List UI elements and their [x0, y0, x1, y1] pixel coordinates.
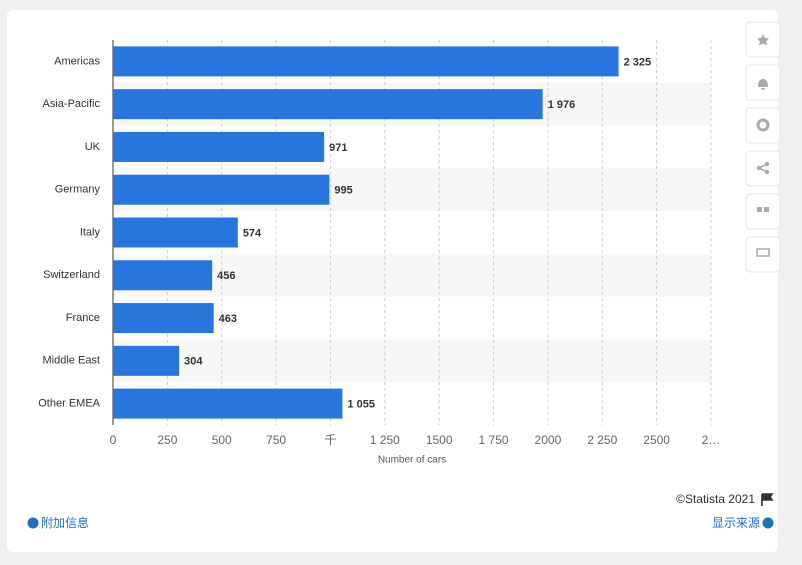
value-label: 971 — [329, 142, 347, 154]
x-tick-label: 250 — [157, 433, 177, 447]
bar — [113, 260, 213, 291]
y-tick-label: Americas — [54, 55, 100, 67]
row-stripe — [113, 339, 711, 383]
settings-button[interactable] — [745, 107, 781, 144]
x-tick-label: 0 — [110, 433, 117, 447]
bar — [113, 174, 330, 205]
y-tick-label: Other EMEA — [38, 398, 100, 410]
show-source[interactable]: 显示来源 — [712, 516, 760, 530]
value-label: 1 976 — [548, 99, 576, 111]
value-label: 574 — [243, 227, 262, 239]
value-label: 463 — [219, 313, 237, 325]
x-tick-label: 千 — [324, 433, 336, 447]
bar — [113, 303, 214, 334]
x-tick-label: 2… — [702, 433, 721, 447]
x-tick-label: 750 — [266, 433, 286, 447]
additional-info[interactable]: 附加信息 — [41, 515, 89, 530]
x-axis-label: Number of cars — [378, 455, 446, 466]
value-label: 995 — [334, 185, 352, 197]
bar — [113, 345, 180, 376]
y-tick-label: France — [66, 312, 100, 324]
bar — [113, 46, 619, 77]
value-label: 304 — [184, 356, 203, 368]
x-tick-label: 2 250 — [587, 433, 617, 447]
value-label: 2 325 — [624, 56, 652, 68]
side-buttons — [745, 21, 781, 273]
y-tick-label: Middle East — [43, 355, 100, 367]
y-tick-label: Italy — [80, 226, 101, 238]
row-stripe — [113, 253, 711, 297]
plot: 0 250 500 750 千 1 250 1500 1 750 2000 2 250 2500 2…… — [38, 40, 720, 447]
y-tick-label: Asia-Pacific — [43, 98, 101, 110]
x-tick-label: 1 250 — [370, 433, 400, 447]
bar — [113, 388, 343, 419]
y-tick-label: Switzerland — [43, 269, 100, 281]
value-label: 456 — [217, 270, 235, 282]
cite-button[interactable] — [745, 193, 781, 230]
bar — [113, 131, 325, 162]
bar — [113, 217, 238, 248]
print-button[interactable] — [745, 236, 781, 273]
y-tick-label: UK — [85, 141, 101, 153]
value-label: 1 055 — [347, 399, 375, 411]
x-tick-label: 1 750 — [479, 433, 509, 447]
x-tick-label: 2500 — [643, 433, 670, 447]
bar — [113, 89, 543, 120]
flag-icon — [761, 493, 774, 506]
x-tick-label: 500 — [212, 433, 232, 447]
x-tick-label: 1500 — [426, 433, 453, 447]
source: ©Statista 2021 — [676, 492, 755, 506]
info-icon — [27, 517, 39, 529]
y-tick-label: Germany — [55, 184, 101, 196]
info-icon — [762, 517, 774, 529]
share-button[interactable] — [745, 150, 781, 187]
x-tick-label: 2000 — [535, 433, 562, 447]
